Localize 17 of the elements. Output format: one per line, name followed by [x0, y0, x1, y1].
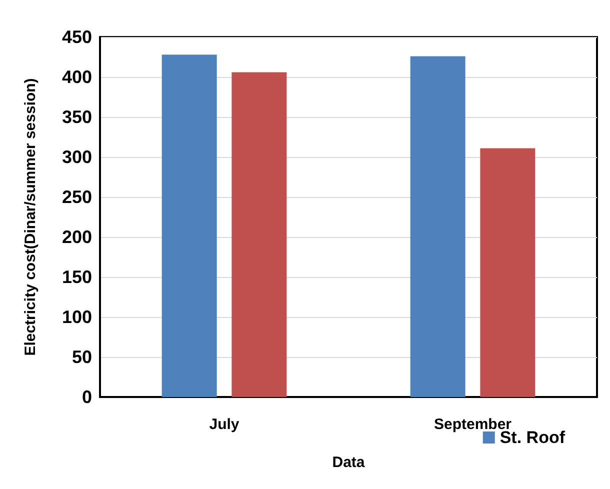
- y-tick-label: 0: [82, 387, 92, 407]
- y-tick-label: 300: [62, 147, 92, 167]
- y-tick-label: 450: [62, 27, 92, 47]
- y-tick-label: 250: [62, 187, 92, 207]
- x-axis-title: Data: [332, 454, 366, 471]
- x-tick-label: July: [209, 416, 240, 433]
- y-tick-label: 150: [62, 267, 92, 287]
- y-axis-title: Electricity cost(Dinar/summer session): [22, 78, 39, 356]
- bar: [480, 148, 536, 397]
- bar: [162, 54, 217, 397]
- y-tick-label: 350: [62, 107, 92, 127]
- y-tick-label: 200: [62, 227, 92, 247]
- bar: [232, 72, 287, 397]
- y-tick-label: 100: [62, 307, 92, 327]
- y-tick-label: 400: [62, 67, 92, 87]
- y-tick-label: 50: [72, 347, 92, 367]
- bar: [410, 56, 466, 397]
